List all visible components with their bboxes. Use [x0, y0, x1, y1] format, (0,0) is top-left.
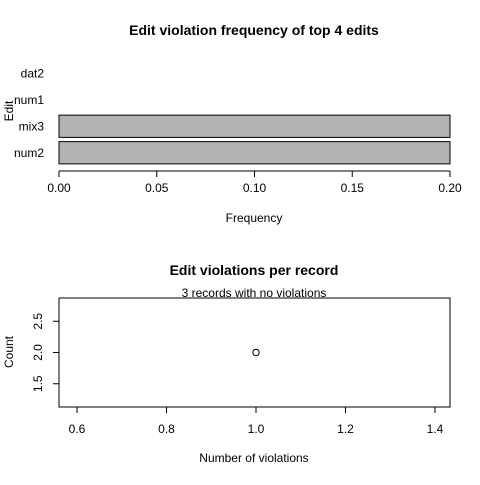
scatter-x-tick-label: 1.2	[337, 422, 354, 436]
bar-category-label-num1: num1	[14, 93, 44, 107]
scatter-y-ticks: 1.5 2.0 2.5	[31, 313, 60, 392]
bar-chart-title: Edit violation frequency of top 4 edits	[129, 22, 379, 38]
bar-category-label-mix3: mix3	[19, 119, 45, 133]
bar-x-axis-label: Frequency	[226, 211, 283, 225]
scatter-y-tick-label: 2.5	[31, 313, 45, 330]
scatter-x-axis-label: Number of violations	[199, 451, 308, 465]
scatter-plot-frame	[58, 297, 451, 408]
bar-x-tick-label: 0.15	[341, 181, 365, 195]
bar-x-tick-label: 0.20	[438, 181, 462, 195]
bar-chart: Edit violation frequency of top 4 edits …	[2, 22, 462, 225]
scatter-x-tick-label: 0.8	[158, 422, 175, 436]
bar-category-label-dat2: dat2	[21, 66, 45, 80]
bar-category-label-num2: num2	[14, 146, 44, 160]
scatter-x-ticks: 0.6 0.8 1.0 1.2 1.4	[69, 406, 444, 436]
bar-category-labels: num2 mix3 num1 dat2	[14, 66, 44, 160]
bar-x-ticks: 0.00 0.05 0.10 0.15 0.20	[47, 171, 462, 195]
bar-group	[58, 114, 451, 165]
scatter-x-tick-label: 1.0	[248, 422, 265, 436]
bar-x-tick-label: 0.10	[243, 181, 267, 195]
bar-y-axis-label: Edit	[2, 100, 16, 121]
scatter-point	[252, 348, 260, 357]
scatter-points	[252, 348, 260, 357]
scatter-y-tick-label: 2.0	[31, 344, 45, 361]
scatter-y-tick-label: 1.5	[31, 375, 45, 392]
scatter-chart-subtitle: 3 records with no violations	[182, 286, 327, 300]
bar-mix3	[58, 114, 451, 138]
scatter-x-tick-label: 0.6	[69, 422, 86, 436]
scatter-chart-title: Edit violations per record	[170, 262, 339, 278]
bar-num2	[58, 141, 451, 165]
scatter-chart: Edit violations per record 3 records wit…	[2, 262, 451, 465]
scatter-x-tick-label: 1.4	[427, 422, 444, 436]
bar-x-tick-label: 0.05	[145, 181, 169, 195]
scatter-y-axis-label: Count	[2, 335, 16, 368]
bar-x-tick-label: 0.00	[47, 181, 71, 195]
